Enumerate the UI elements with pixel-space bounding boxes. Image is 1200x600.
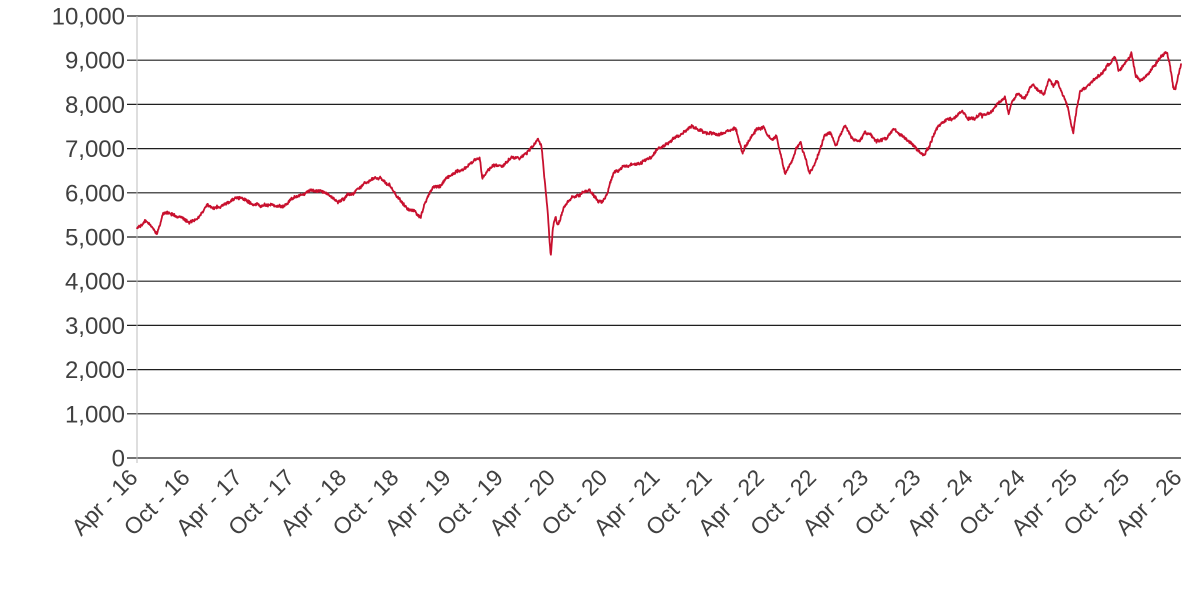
y-tick-label: 0 [112,446,125,473]
y-tick-label: 6,000 [65,180,125,207]
y-tick-label: 8,000 [65,92,125,119]
y-tick-label: 5,000 [65,225,125,252]
y-tick-label: 7,000 [65,136,125,163]
y-tick-label: 2,000 [65,357,125,384]
y-tick-label: 4,000 [65,269,125,296]
y-tick-label: 1,000 [65,401,125,428]
y-tick-label: 10,000 [52,4,125,31]
price-line [136,51,1182,256]
y-axis-labels: 0 1,000 2,000 3,000 4,000 5,000 6,000 7,000 8,00… [52,4,125,473]
gridlines [127,15,1181,459]
y-tick-label: 9,000 [65,48,125,75]
y-tick-label: 3,000 [65,313,125,340]
